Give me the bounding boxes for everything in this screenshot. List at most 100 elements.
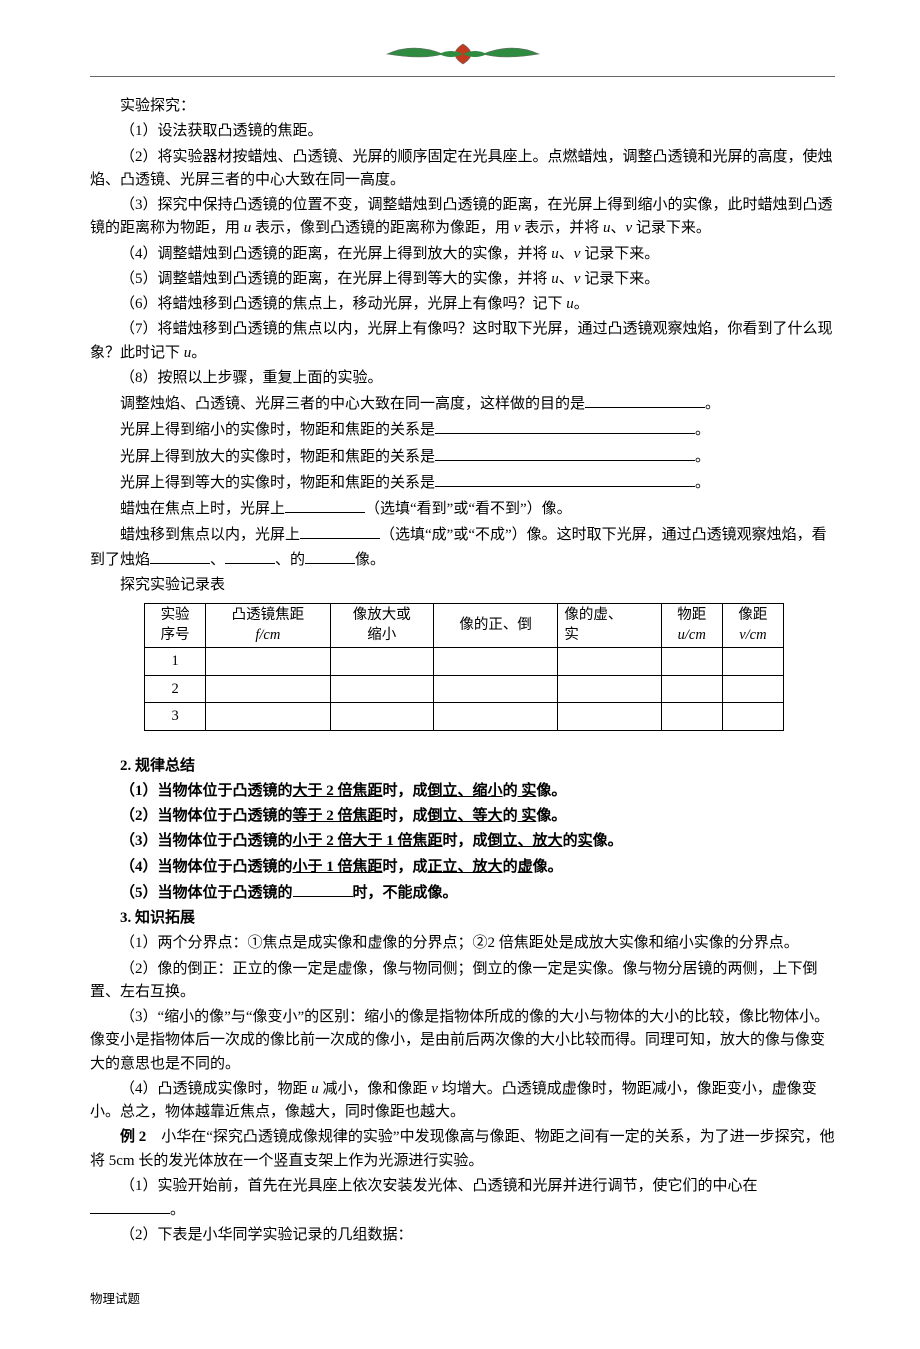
text: （1）当物体位于凸透镜的 <box>120 783 293 799</box>
text: 记录下来。 <box>580 271 659 287</box>
table-row: 3 <box>145 703 784 730</box>
cell[interactable] <box>661 703 722 730</box>
text: 像。 <box>533 859 563 875</box>
blank[interactable] <box>150 548 210 564</box>
blank[interactable] <box>435 418 695 434</box>
text: 序号 <box>161 627 190 643</box>
text: （4）当物体位于凸透镜的 <box>120 859 293 875</box>
text: 像。 <box>536 783 566 799</box>
cell[interactable] <box>558 703 661 730</box>
cell[interactable] <box>433 675 557 702</box>
cell[interactable] <box>558 675 661 702</box>
blank[interactable] <box>300 523 380 539</box>
text: 调整烛焰、凸透镜、光屏三者的中心大致在同一高度，这样做的目的是 <box>120 396 585 412</box>
question-4: 光屏上得到等大的实像时，物距和焦距的关系是 。 <box>90 471 835 495</box>
text: 光屏上得到等大的实像时，物距和焦距的关系是 <box>120 475 435 491</box>
para-step-6: （6）将蜡烛移到凸透镜的焦点上，移动光屏，光屏上有像吗？记下 u。 <box>90 293 835 316</box>
table-row: 2 <box>145 675 784 702</box>
blank[interactable] <box>585 392 705 408</box>
rule-3: （3）当物体位于凸透镜的小于 2 倍大于 1 倍焦距时，成倒立、放大的实像。 <box>90 830 835 853</box>
text: 像放大或 <box>353 607 411 623</box>
example-label: 例 2 <box>120 1129 146 1145</box>
text: 光屏上得到放大的实像时，物距和焦距的关系是 <box>120 449 435 465</box>
text: 、的 <box>275 552 305 568</box>
blank[interactable] <box>435 445 695 461</box>
text: 。 <box>191 345 206 361</box>
cell: 1 <box>145 648 206 675</box>
question-2: 光屏上得到缩小的实像时，物距和焦距的关系是。 <box>90 418 835 442</box>
col-orientation: 像的正、倒 <box>433 604 557 648</box>
para-step-5: （5）调整蜡烛到凸透镜的距离，在光屏上得到等大的实像，并将 u、v 记录下来。 <box>90 268 835 291</box>
cell[interactable] <box>661 675 722 702</box>
cell[interactable] <box>433 648 557 675</box>
u: 小于 1 倍焦距 <box>293 859 383 875</box>
cell[interactable] <box>206 648 330 675</box>
u: 大于 2 倍焦距 <box>293 783 383 799</box>
cell: 3 <box>145 703 206 730</box>
page: 实验探究： （1）设法获取凸透镜的焦距。 （2）将实验器材按蜡烛、凸透镜、光屏的… <box>0 0 920 1349</box>
text: 时，成 <box>443 833 488 849</box>
blank[interactable] <box>435 471 695 487</box>
u: 实 <box>518 783 537 799</box>
text: 时，成 <box>383 859 428 875</box>
blank[interactable] <box>305 548 355 564</box>
text: 表示，并将 <box>520 220 603 236</box>
text: 的 <box>503 808 518 824</box>
blank[interactable] <box>285 497 365 513</box>
blank[interactable] <box>225 548 275 564</box>
text: （4）凸透镜成实像时，物距 <box>120 1081 311 1097</box>
para-step-1: （1）设法获取凸透镜的焦距。 <box>90 120 835 143</box>
rule-1: （1）当物体位于凸透镜的大于 2 倍焦距时，成倒立、缩小的 实像。 <box>90 780 835 803</box>
text: 时，不能成像。 <box>353 885 458 901</box>
cell[interactable] <box>206 703 330 730</box>
text: 减小，像和像距 <box>319 1081 432 1097</box>
col-image-dist: 像距v/cm <box>722 604 783 648</box>
col-focal: 凸透镜焦距f/cm <box>206 604 330 648</box>
text: 光屏上得到缩小的实像时，物距和焦距的关系是 <box>120 422 435 438</box>
text: 。 <box>705 396 720 412</box>
cell[interactable] <box>722 648 783 675</box>
u: 实 <box>518 808 537 824</box>
rule-5: （5）当物体位于凸透镜的时，不能成像。 <box>90 881 835 905</box>
text: 。 <box>170 1202 185 1218</box>
var-u: u <box>551 246 559 262</box>
cell[interactable] <box>330 675 433 702</box>
para-step-7: （7）将蜡烛移到凸透镜的焦点以内，光屏上有像吗？这时取下光屏，通过凸透镜观察烛焰… <box>90 318 835 365</box>
var-u: u <box>311 1081 319 1097</box>
cell[interactable] <box>330 703 433 730</box>
cell[interactable] <box>330 648 433 675</box>
text: 的 <box>503 859 518 875</box>
blank[interactable] <box>293 881 353 897</box>
u: 倒立、缩小 <box>428 783 503 799</box>
text: （5）调整蜡烛到凸透镜的距离，在光屏上得到等大的实像，并将 <box>120 271 551 287</box>
cell: 2 <box>145 675 206 702</box>
col-real: 像的虚、实 <box>558 604 661 648</box>
blank[interactable] <box>90 1198 170 1214</box>
text: 、 <box>559 246 574 262</box>
cell[interactable] <box>722 703 783 730</box>
text: 像。 <box>355 552 385 568</box>
question-5: 蜡烛在焦点上时，光屏上（选填“看到”或“看不到”）像。 <box>90 497 835 521</box>
header-rule <box>90 76 835 77</box>
cell[interactable] <box>433 703 557 730</box>
cell[interactable] <box>558 648 661 675</box>
text: 蜡烛移到焦点以内，光屏上 <box>120 527 300 543</box>
cell[interactable] <box>661 648 722 675</box>
text: （1）实验开始前，首先在光具座上依次安装发光体、凸透镜和光屏并进行调节，使它们的… <box>120 1178 758 1194</box>
text: 像。 <box>593 833 623 849</box>
footer-text: 物理试题 <box>90 1290 835 1309</box>
text: 。 <box>695 475 710 491</box>
ornament-icon <box>383 40 543 68</box>
u: 实 <box>578 833 593 849</box>
text: 物距 <box>677 607 706 623</box>
text: 像。 <box>536 808 566 824</box>
col-object-dist: 物距u/cm <box>661 604 722 648</box>
text: 时，成 <box>383 783 428 799</box>
question-1: 调整烛焰、凸透镜、光屏三者的中心大致在同一高度，这样做的目的是 。 <box>90 392 835 416</box>
cell[interactable] <box>206 675 330 702</box>
var-v: v <box>431 1081 438 1097</box>
example-q1: （1）实验开始前，首先在光具座上依次安装发光体、凸透镜和光屏并进行调节，使它们的… <box>90 1175 835 1223</box>
table-header-row: 实验序号 凸透镜焦距f/cm 像放大或缩小 像的正、倒 像的虚、实 物距u/cm… <box>145 604 784 648</box>
cell[interactable] <box>722 675 783 702</box>
text: 表示，像到凸透镜的距离称为像距，用 <box>251 220 514 236</box>
